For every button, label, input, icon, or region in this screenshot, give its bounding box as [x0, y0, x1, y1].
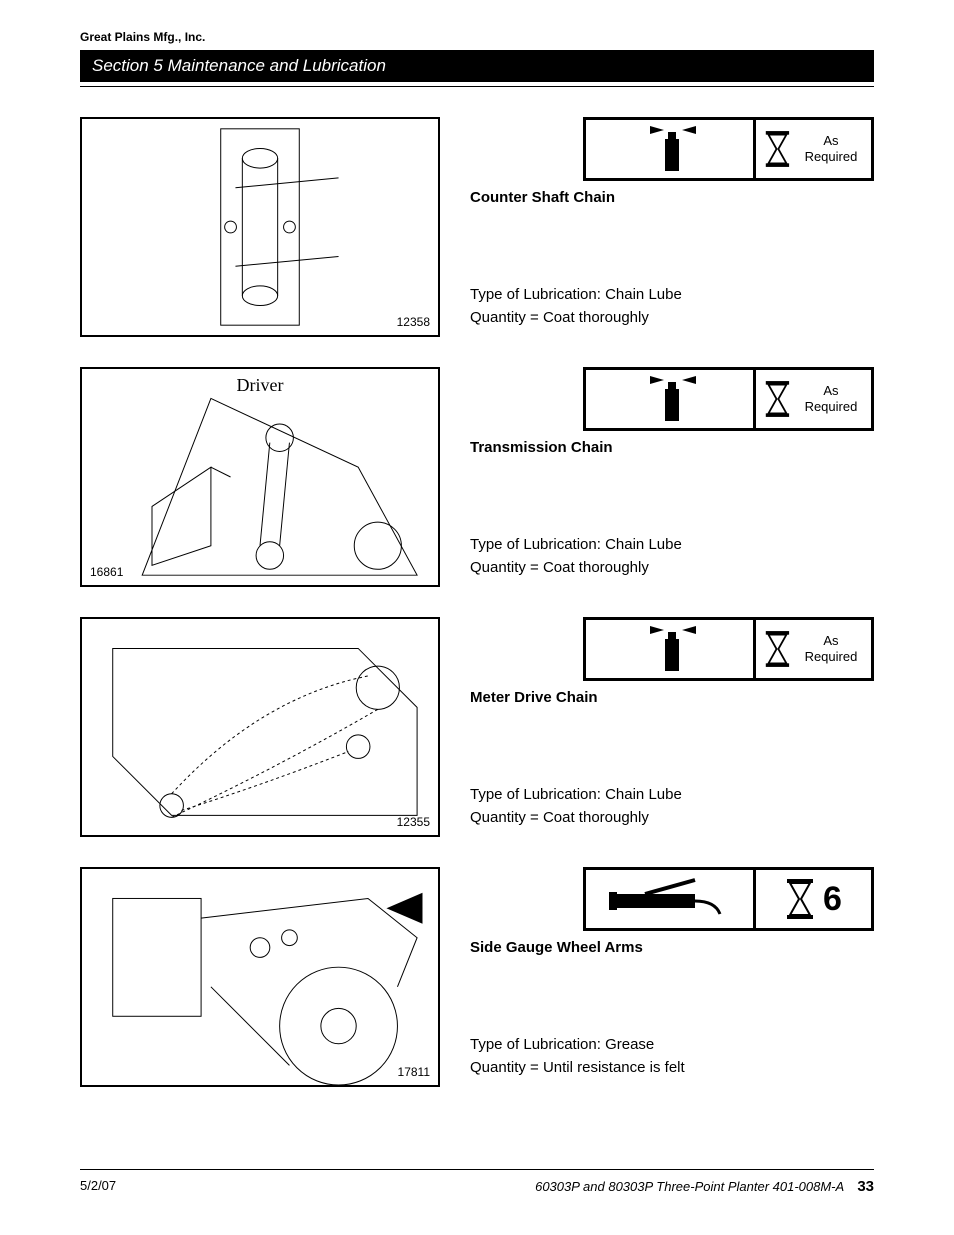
- icon-frame-3: As Required: [583, 617, 874, 681]
- figure-box-3: 12355: [80, 617, 440, 837]
- lube-type-2: Type of Lubrication: Chain Lube: [470, 536, 874, 553]
- lube-qty-4: Quantity = Until resistance is felt: [470, 1059, 874, 1076]
- section-title-bar: Section 5 Maintenance and Lubrication: [80, 50, 874, 82]
- info-col-4: 6 Side Gauge Wheel Arms Type of Lubricat…: [470, 867, 874, 1082]
- lube-item-4: 17811 6: [80, 867, 874, 1087]
- lube-type-3: Type of Lubrication: Chain Lube: [470, 786, 874, 803]
- interval-text-2: As Required: [799, 383, 863, 414]
- spray-icon: [586, 620, 756, 678]
- figure-number-3: 12355: [397, 815, 430, 829]
- lube-item-3: 12355 As R: [80, 617, 874, 837]
- figure-number-2: 16861: [90, 565, 123, 579]
- lube-item-2: Driver 16861: [80, 367, 874, 587]
- diagram-meter-drive: [82, 619, 438, 835]
- hourglass-icon: [764, 627, 791, 671]
- diagram-counter-shaft: [82, 119, 438, 335]
- grease-gun-icon: [586, 870, 756, 928]
- figure-box-2: Driver 16861: [80, 367, 440, 587]
- company-name: Great Plains Mfg., Inc.: [80, 30, 874, 44]
- icon-frame-1: As Required: [583, 117, 874, 181]
- item-title-2: Transmission Chain: [470, 439, 874, 456]
- info-col-1: As Required Counter Shaft Chain Type of …: [470, 117, 874, 332]
- info-col-2: As Required Transmission Chain Type of L…: [470, 367, 874, 582]
- icon-frame-2: As Required: [583, 367, 874, 431]
- interval-num-4: 6: [823, 880, 842, 919]
- lube-type-4: Type of Lubrication: Grease: [470, 1036, 874, 1053]
- figure-number-1: 12358: [397, 315, 430, 329]
- item-title-1: Counter Shaft Chain: [470, 189, 874, 206]
- figure-number-4: 17811: [398, 1065, 430, 1079]
- lube-type-1: Type of Lubrication: Chain Lube: [470, 286, 874, 303]
- spray-icon: [586, 370, 756, 428]
- info-col-3: As Required Meter Drive Chain Type of Lu…: [470, 617, 874, 832]
- diagram-transmission: [82, 369, 438, 585]
- figure-box-4: 17811: [80, 867, 440, 1087]
- lube-qty-2: Quantity = Coat thoroughly: [470, 559, 874, 576]
- lube-item-1: 12358 As R: [80, 117, 874, 337]
- lube-qty-3: Quantity = Coat thoroughly: [470, 809, 874, 826]
- interval-text-1: As Required: [799, 133, 863, 164]
- interval-text-3: As Required: [799, 633, 863, 664]
- figure-box-1: 12358: [80, 117, 440, 337]
- page-footer: 5/2/07 60303P and 80303P Three-Point Pla…: [80, 1169, 874, 1195]
- footer-page: 33: [857, 1178, 874, 1195]
- icon-frame-4: 6: [583, 867, 874, 931]
- footer-doc: 60303P and 80303P Three-Point Planter 40…: [535, 1179, 844, 1194]
- hourglass-icon: [764, 377, 791, 421]
- item-title-3: Meter Drive Chain: [470, 689, 874, 706]
- lube-qty-1: Quantity = Coat thoroughly: [470, 309, 874, 326]
- spray-icon: [586, 120, 756, 178]
- diagram-side-gauge: [82, 869, 438, 1085]
- item-title-4: Side Gauge Wheel Arms: [470, 939, 874, 956]
- header-rule: [80, 86, 874, 87]
- footer-date: 5/2/07: [80, 1178, 116, 1195]
- hourglass-icon: [785, 877, 815, 921]
- hourglass-icon: [764, 127, 791, 171]
